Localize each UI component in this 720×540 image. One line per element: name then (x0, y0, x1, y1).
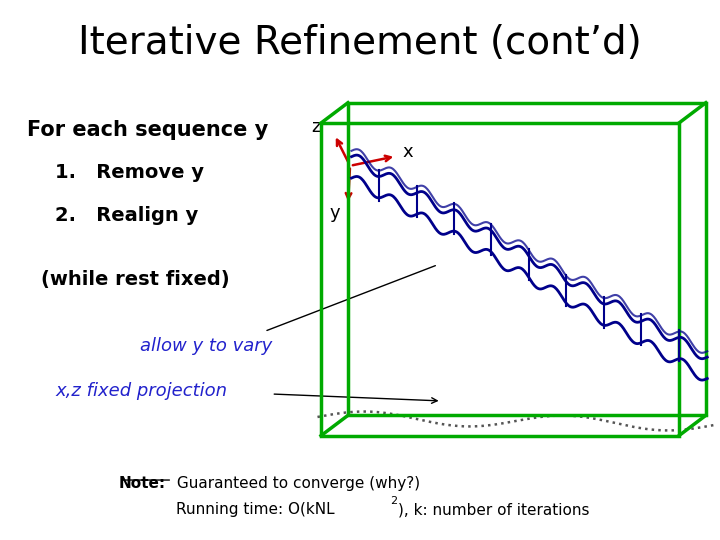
Text: 2: 2 (390, 496, 397, 505)
Text: x,z fixed projection: x,z fixed projection (55, 382, 228, 400)
Text: allow y to vary: allow y to vary (140, 337, 273, 355)
Text: ), k: number of iterations: ), k: number of iterations (397, 503, 589, 517)
Text: Running time: O(kNL: Running time: O(kNL (176, 503, 334, 517)
Text: Note:: Note: (119, 476, 166, 491)
Text: Iterative Refinement (cont’d): Iterative Refinement (cont’d) (78, 24, 642, 62)
Text: y: y (329, 204, 340, 222)
Text: Guaranteed to converge (why?): Guaranteed to converge (why?) (172, 476, 420, 491)
Text: (while rest fixed): (while rest fixed) (41, 270, 230, 289)
Text: x: x (403, 144, 413, 161)
Text: 1.   Remove y: 1. Remove y (55, 163, 204, 182)
Text: z: z (311, 118, 320, 136)
Text: For each sequence y: For each sequence y (27, 120, 268, 140)
Text: 2.   Realign y: 2. Realign y (55, 206, 199, 225)
